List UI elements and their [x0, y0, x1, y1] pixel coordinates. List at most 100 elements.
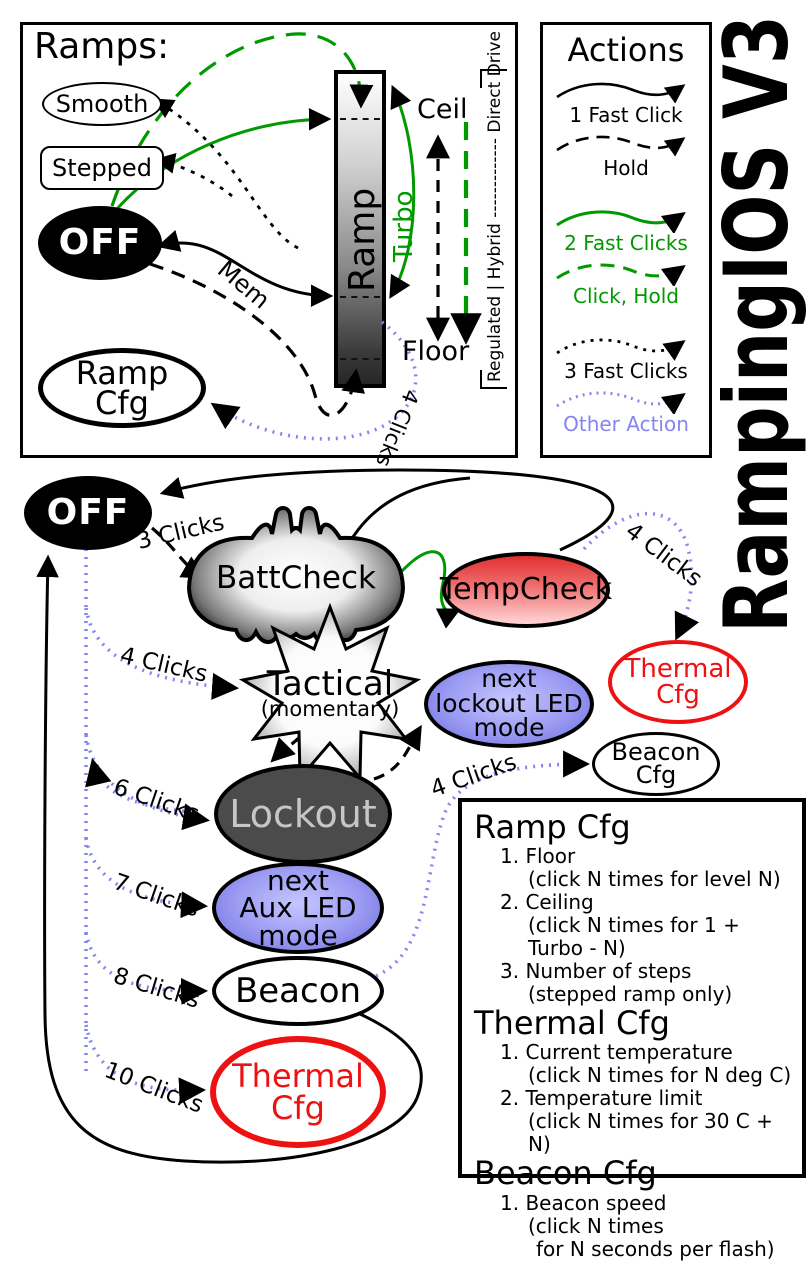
solid-green-arrow-icon — [556, 210, 686, 233]
info-line: for N seconds per flash) — [536, 1236, 775, 1261]
legend-label: 3 Fast Clicks — [564, 359, 688, 383]
battcheck-node: BattCheck — [216, 560, 376, 596]
beacon-cfg-line: Beacon — [611, 738, 701, 767]
beacon-node: Beacon — [212, 956, 384, 1026]
info-line: 2. Ceiling — [500, 890, 594, 915]
page-title: RampingIOS V3 — [705, 15, 808, 633]
info-line: 3. Number of steps — [500, 959, 692, 984]
actions-title: Actions — [567, 31, 685, 69]
legend-item-3-fast-clicks: 3 Fast Clicks — [551, 333, 701, 383]
four-clicks-to-tactical — [84, 607, 240, 700]
ramp-level-bar — [334, 70, 386, 388]
four-clicks-tactical-label: 4 Clicks — [118, 643, 210, 688]
tactical-label: Tactical — [266, 664, 394, 704]
legend-label: 2 Fast Clicks — [564, 231, 688, 255]
info-line: 2. Temperature limit — [500, 1086, 703, 1111]
four-clicks-thermal-label: 4 Clicks — [620, 518, 707, 592]
next-aux-line: mode — [258, 918, 338, 952]
next-lockout-line: mode — [473, 713, 545, 743]
beacon-label: Beacon — [234, 971, 362, 1011]
thermal-cfg-line: Thermal — [232, 1057, 364, 1095]
four-clicks-beacon-label: 4 Clicks — [427, 749, 519, 802]
dashed-green-arrow-icon — [556, 263, 686, 286]
six-clicks-to-lockout — [84, 734, 211, 831]
dashed-black-arrow-icon — [556, 135, 686, 157]
one-click-return-to-off — [159, 468, 615, 552]
legend-label: Other Action — [563, 412, 689, 436]
stepped-label: Stepped — [52, 154, 152, 182]
thermal-cfg-node-top: Thermal Cfg — [608, 640, 748, 724]
off-node-main: OFF — [24, 476, 152, 550]
beacon-cfg-heading: Beacon Cfg — [474, 1154, 657, 1193]
legend-item-click-hold: Click, Hold — [551, 258, 701, 308]
hold-lockout-to-led-mode — [373, 724, 422, 781]
beacon-cfg-line: Cfg — [635, 761, 677, 789]
legend-label: Click, Hold — [573, 284, 679, 308]
thermal-cfg-line: Cfg — [656, 680, 700, 710]
legend-item-hold: Hold — [551, 130, 701, 180]
eight-clicks-label: 8 Clicks — [110, 963, 202, 1014]
ten-clicks-to-thermal-cfg — [84, 1024, 207, 1105]
ramps-heading: Ramps: — [34, 26, 170, 67]
legend-item-other-action: Other Action — [551, 386, 701, 436]
off-label: OFF — [46, 492, 130, 533]
tactical-node: Tactical (momentary) — [230, 664, 430, 722]
floor-label: Floor — [402, 336, 470, 367]
thermal-cfg-line: Thermal — [624, 654, 732, 684]
off-node-ramps: OFF — [38, 206, 162, 280]
lockout-node: Lockout — [214, 764, 392, 864]
next-lockout-line: next — [481, 664, 537, 694]
info-line: (click N times for 30 C + N) — [528, 1109, 773, 1157]
ramp-cfg-heading: Ramp Cfg — [474, 808, 631, 846]
off-label: OFF — [58, 222, 142, 263]
eight-clicks-to-beacon — [84, 931, 209, 1005]
smooth-ramp-node: Smooth — [42, 82, 162, 126]
info-line: (stepped ramp only) — [528, 982, 733, 1007]
tempcheck-node: TempCheck — [439, 552, 613, 628]
config-info-box: Ramp Cfg 1. Floor (click N times for lev… — [458, 798, 806, 1260]
seven-clicks-to-aux — [84, 837, 209, 919]
next-lockout-led-mode-node: next lockout LED mode — [424, 660, 594, 748]
thermal-cfg-line: Cfg — [271, 1089, 325, 1127]
thermal-cfg-heading: Thermal Cfg — [474, 1004, 670, 1043]
info-line: 1. Floor — [500, 844, 576, 869]
ceil-level-line — [340, 118, 380, 120]
lockout-label: Lockout — [229, 792, 377, 836]
tactical-sublabel: (momentary) — [260, 697, 400, 722]
info-line: 1. Beacon speed — [500, 1190, 667, 1215]
floor-level-line — [340, 296, 380, 298]
beacon-cfg-node: Beacon Cfg — [592, 732, 720, 796]
next-aux-led-mode-node: next Aux LED mode — [212, 862, 384, 954]
seven-clicks-label: 7 Clicks — [110, 869, 202, 922]
next-aux-line: next — [266, 863, 330, 897]
rampingios-v3-state-diagram: { "title": "RampingIOS V3", "ramps_box":… — [20, 15, 808, 1261]
lockout-return-to-off — [85, 758, 193, 814]
ramp-cfg-line: Cfg — [95, 384, 149, 422]
info-line: (click N times for 1 + Turbo - N) — [528, 913, 740, 961]
six-clicks-label: 6 Clicks — [110, 774, 202, 827]
tempcheck-label: TempCheck — [439, 572, 613, 607]
legend-label: Hold — [603, 156, 649, 180]
stepped-ramp-node: Stepped — [40, 146, 164, 190]
legend-item-2-fast-clicks: 2 Fast Clicks — [551, 205, 701, 255]
ceil-label: Ceil — [417, 94, 468, 125]
actions-legend-box: Actions 1 Fast Click Hold 2 Fast Clicks … — [540, 22, 712, 458]
smooth-label: Smooth — [55, 90, 149, 118]
legend-label: 1 Fast Click — [569, 103, 683, 127]
thermal-cfg-node-bottom: Thermal Cfg — [210, 1036, 386, 1148]
moon-level-line — [340, 358, 380, 360]
dash-into-lockout — [270, 735, 302, 763]
info-line: (click N times for N deg C) — [528, 1063, 792, 1088]
next-aux-line: Aux LED — [239, 891, 357, 925]
ramp-cfg-node: Ramp Cfg — [38, 348, 206, 428]
solid-black-arrow-icon — [556, 82, 686, 104]
battcheck-return-arc — [346, 476, 471, 546]
ten-clicks-label: 10 Clicks — [101, 1057, 207, 1118]
legend-item-1-fast-click: 1 Fast Click — [551, 77, 701, 127]
info-line: (click N times — [528, 1213, 664, 1238]
info-line: 1. Current temperature — [500, 1040, 733, 1065]
next-lockout-line: lockout LED — [435, 688, 583, 718]
info-line: (click N times for level N) — [528, 867, 781, 892]
dotted-blue-arrow-icon — [556, 391, 686, 414]
dotted-black-arrow-icon — [556, 338, 686, 361]
